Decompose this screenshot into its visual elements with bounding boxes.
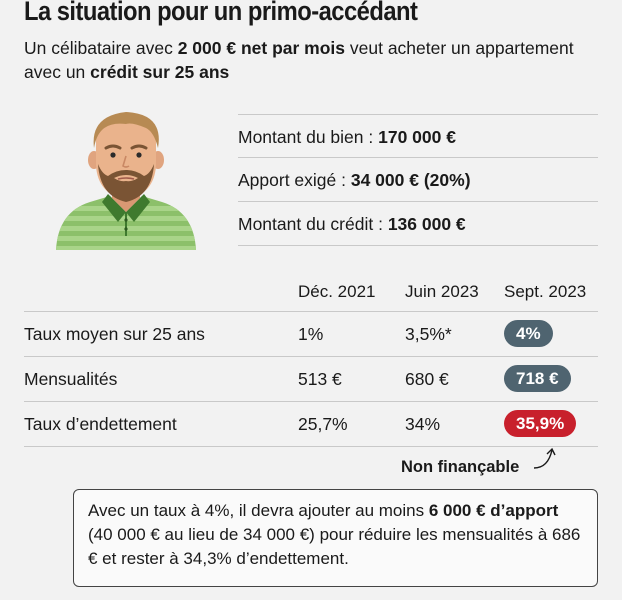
row-label: Mensualités — [24, 369, 118, 389]
fact-value: 136 000 € — [387, 214, 466, 234]
cell-sept2023-badge-alert: 35,9% — [504, 410, 577, 437]
fact-label: Apport exigé : — [238, 170, 351, 190]
subtitle-bold-income: 2 000 € net par mois — [177, 38, 346, 58]
subtitle-text-1: Un célibataire avec — [24, 38, 178, 58]
cell-juin2023: 680 € — [405, 369, 449, 389]
note-bold-apport: 6 000 € d’apport — [428, 501, 559, 520]
cell-sept2023-badge: 4% — [504, 320, 553, 347]
cell-dec2021: 513 € — [298, 369, 342, 389]
fact-label: Montant du bien : — [238, 127, 379, 147]
row-label: Taux d’endettement — [24, 414, 177, 434]
table-row: Taux moyen sur 25 ans 1% 3,5%* 4% — [24, 312, 598, 357]
subtitle: Un célibataire avec 2 000 € net par mois… — [24, 36, 584, 84]
table-header: Déc. 2021 Juin 2023 Sept. 2023 — [24, 276, 598, 312]
fact-value: 170 000 € — [378, 127, 456, 147]
non-financeable-annotation: Non finançable — [401, 458, 520, 476]
col-header-sept2023: Sept. 2023 — [504, 282, 587, 301]
curved-arrow-icon — [533, 447, 556, 469]
fact-property-price: Montant du bien : 170 000 € — [238, 114, 598, 158]
cell-sept2023-badge: 718 € — [504, 365, 571, 392]
table-row: Taux d’endettement 25,7% 34% 35,9% — [24, 402, 598, 447]
table-row: Mensualités 513 € 680 € 718 € — [24, 357, 598, 402]
fact-value: 34 000 € (20%) — [350, 170, 471, 190]
cell-dec2021: 1% — [298, 324, 324, 344]
col-header-juin2023: Juin 2023 — [405, 282, 479, 301]
subtitle-text-2: veut acheter un appartement avec un — [24, 38, 574, 82]
loan-facts: Montant du bien : 170 000 € Apport exigé… — [238, 114, 598, 246]
col-header-dec2021: Déc. 2021 — [298, 282, 376, 301]
man-avatar-illustration — [56, 112, 196, 250]
cell-juin2023: 34% — [405, 414, 441, 434]
cell-dec2021: 25,7% — [298, 414, 348, 434]
note-text-1: Avec un taux à 4%, il devra ajouter au m… — [88, 501, 429, 520]
page-title: La situation pour un primo-accédant — [24, 0, 418, 26]
info-note-box: Avec un taux à 4%, il devra ajouter au m… — [73, 489, 598, 587]
subtitle-bold-credit: crédit sur 25 ans — [90, 62, 230, 82]
rates-table: Déc. 2021 Juin 2023 Sept. 2023 Taux moye… — [24, 276, 598, 447]
fact-label: Montant du crédit : — [238, 214, 388, 234]
row-label: Taux moyen sur 25 ans — [24, 324, 205, 344]
note-text-2: (40 000 € au lieu de 34 000 €) pour rédu… — [88, 525, 581, 568]
cell-juin2023: 3,5%* — [405, 324, 452, 344]
fact-down-payment: Apport exigé : 34 000 € (20%) — [238, 158, 598, 202]
fact-loan-amount: Montant du crédit : 136 000 € — [238, 202, 598, 246]
